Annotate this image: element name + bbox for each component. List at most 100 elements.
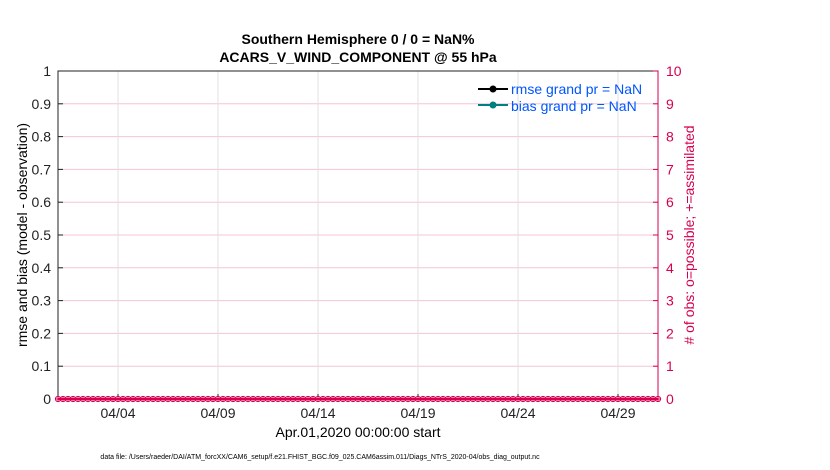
obs-assimilated-marker: [460, 396, 466, 402]
obs-assimilated-marker: [355, 396, 361, 402]
y-tick-label: 0.9: [32, 96, 52, 112]
obs-assimilated-marker: [470, 396, 476, 402]
obs-assimilated-marker: [230, 396, 236, 402]
y-tick-label: 0: [43, 391, 51, 407]
legend-rmse-marker: [489, 85, 497, 93]
obs-assimilated-marker: [405, 396, 411, 402]
obs-assimilated-marker: [605, 396, 611, 402]
obs-assimilated-marker: [315, 396, 321, 402]
obs-assimilated-marker: [510, 396, 516, 402]
x-tick-label: 04/09: [200, 405, 235, 421]
obs-assimilated-marker: [145, 396, 151, 402]
obs-assimilated-marker: [255, 396, 261, 402]
obs-assimilated-marker: [90, 396, 96, 402]
obs-assimilated-marker: [485, 396, 491, 402]
obs-assimilated-marker: [455, 396, 461, 402]
obs-assimilated-marker: [645, 396, 651, 402]
obs-assimilated-marker: [170, 396, 176, 402]
y-axis-label: rmse and bias (model - observation): [14, 123, 30, 347]
x-tick-label: 04/04: [100, 405, 135, 421]
obs-assimilated-marker: [360, 396, 366, 402]
obs-assimilated-marker: [130, 396, 136, 402]
obs-assimilated-marker: [445, 396, 451, 402]
obs-assimilated-marker: [95, 396, 101, 402]
obs-assimilated-marker: [65, 396, 71, 402]
obs-assimilated-marker: [440, 396, 446, 402]
legend: rmse grand pr = NaN bias grand pr = NaN: [478, 81, 642, 114]
obs-assimilated-marker: [135, 396, 141, 402]
y-tick-label: 0.8: [32, 129, 52, 145]
y-tick-label-right: 0: [666, 391, 674, 407]
y-tick-label-right: 9: [666, 96, 674, 112]
obs-assimilated-marker: [530, 396, 536, 402]
obs-assimilated-marker: [565, 396, 571, 402]
y-tick-label: 0.4: [32, 260, 52, 276]
legend-bias-marker: [489, 101, 497, 109]
footer-data-file: data file: /Users/raeder/DAI/ATM_forcXX/…: [100, 454, 540, 461]
obs-assimilated-marker: [480, 396, 486, 402]
obs-assimilated-marker: [160, 396, 166, 402]
legend-rmse-label: rmse grand pr = NaN: [511, 81, 642, 97]
obs-assimilated-marker: [125, 396, 131, 402]
obs-assimilated-marker: [205, 396, 211, 402]
obs-assimilated-marker: [655, 396, 661, 402]
obs-assimilated-marker: [545, 396, 551, 402]
y-axis-label-right: # of obs: o=possible; +=assimilated: [681, 125, 697, 344]
obs-assimilated-marker: [155, 396, 161, 402]
x-tick-label: 04/19: [400, 405, 435, 421]
obs-assimilated-marker: [450, 396, 456, 402]
obs-assimilated-marker: [200, 396, 206, 402]
obs-assimilated-marker: [270, 396, 276, 402]
obs-assimilated-marker: [610, 396, 616, 402]
obs-assimilated-marker: [615, 396, 621, 402]
obs-assimilated-marker: [240, 396, 246, 402]
obs-assimilated-marker: [265, 396, 271, 402]
obs-assimilated-marker: [235, 396, 241, 402]
obs-assimilated-marker: [555, 396, 561, 402]
y-tick-label-right: 2: [666, 325, 674, 341]
x-tick-label: 04/29: [600, 405, 635, 421]
y-tick-label: 0.7: [32, 161, 52, 177]
obs-assimilated-marker: [295, 396, 301, 402]
y-tick-label: 0.3: [32, 293, 52, 309]
y-axis-left: 0 0.1 0.2 0.3 0.4 0.5 0.6 0.7 0.8 0.9 1: [32, 63, 63, 407]
obs-assimilated-marker: [340, 396, 346, 402]
obs-assimilated-marker: [180, 396, 186, 402]
obs-markers: [54, 395, 662, 403]
obs-assimilated-marker: [580, 396, 586, 402]
obs-assimilated-marker: [165, 396, 171, 402]
obs-assimilated-marker: [335, 396, 341, 402]
obs-assimilated-marker: [505, 396, 511, 402]
obs-assimilated-marker: [100, 396, 106, 402]
obs-assimilated-marker: [80, 396, 86, 402]
obs-assimilated-marker: [550, 396, 556, 402]
y-tick-label-right: 8: [666, 129, 674, 145]
obs-assimilated-marker: [115, 396, 121, 402]
obs-assimilated-marker: [525, 396, 531, 402]
obs-assimilated-marker: [375, 396, 381, 402]
obs-assimilated-marker: [365, 396, 371, 402]
obs-assimilated-marker: [120, 396, 126, 402]
obs-assimilated-marker: [635, 396, 641, 402]
obs-assimilated-marker: [320, 396, 326, 402]
obs-assimilated-marker: [390, 396, 396, 402]
x-axis-label: Apr.01,2020 00:00:00 start: [275, 424, 440, 440]
obs-assimilated-marker: [515, 396, 521, 402]
obs-assimilated-marker: [385, 396, 391, 402]
obs-assimilated-marker: [500, 396, 506, 402]
obs-assimilated-marker: [185, 396, 191, 402]
y-tick-label: 0.2: [32, 325, 52, 341]
obs-assimilated-marker: [225, 396, 231, 402]
obs-assimilated-marker: [495, 396, 501, 402]
obs-assimilated-marker: [420, 396, 426, 402]
obs-assimilated-marker: [250, 396, 256, 402]
obs-assimilated-marker: [210, 396, 216, 402]
obs-assimilated-marker: [640, 396, 646, 402]
obs-assimilated-marker: [570, 396, 576, 402]
obs-assimilated-marker: [560, 396, 566, 402]
y-tick-label: 0.5: [32, 227, 52, 243]
obs-assimilated-marker: [595, 396, 601, 402]
chart-title-line2: ACARS_V_WIND_COMPONENT @ 55 hPa: [219, 49, 497, 65]
obs-assimilated-marker: [475, 396, 481, 402]
obs-assimilated-marker: [190, 396, 196, 402]
